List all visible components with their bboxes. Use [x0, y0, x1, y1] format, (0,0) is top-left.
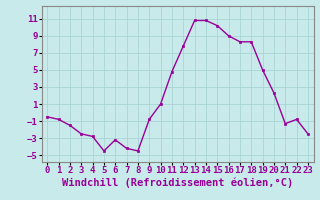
X-axis label: Windchill (Refroidissement éolien,°C): Windchill (Refroidissement éolien,°C) [62, 178, 293, 188]
